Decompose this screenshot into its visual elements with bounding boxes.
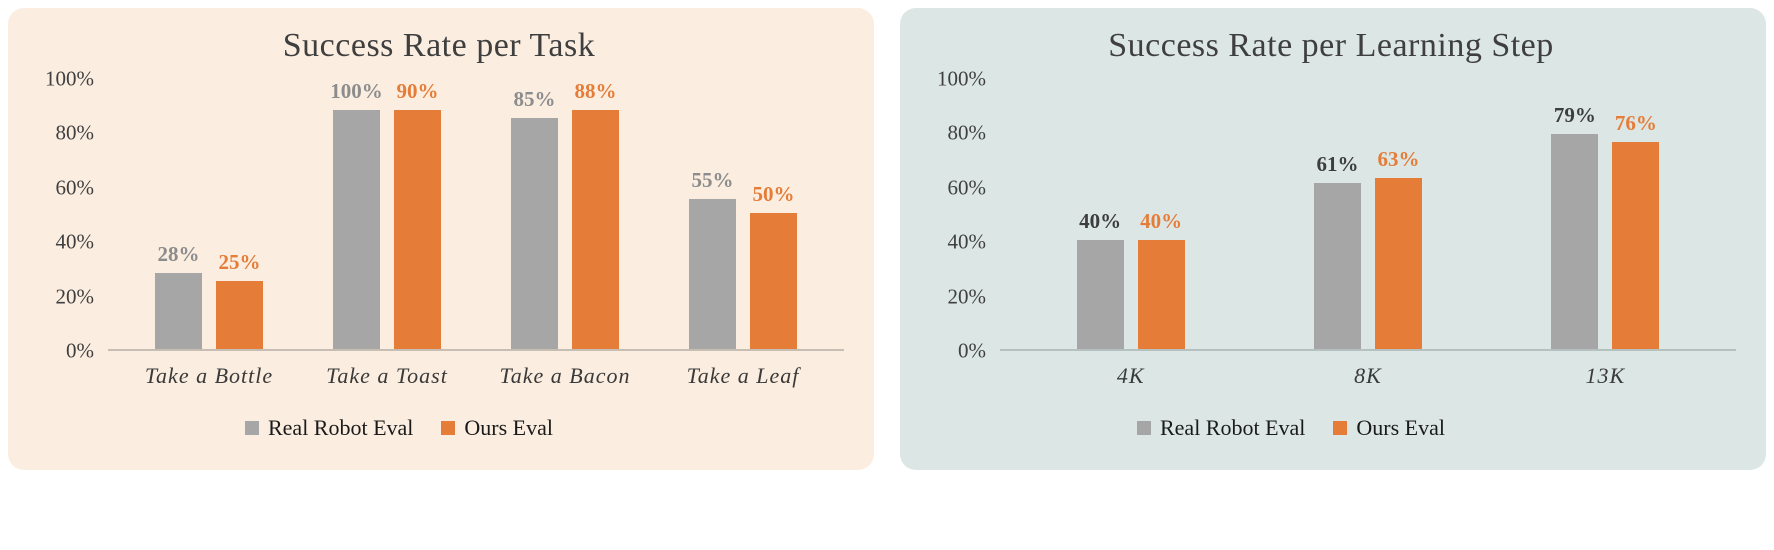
bar-unit: 25% bbox=[216, 79, 263, 350]
legend-item: Real Robot Eval bbox=[1136, 415, 1306, 441]
bar-value-label: 90% bbox=[396, 79, 439, 104]
y-tick-label: 60% bbox=[947, 175, 987, 200]
bar-unit: 76% bbox=[1612, 79, 1660, 350]
page: Success Rate per Task 0% 20% 40% 60% 80% 100%… bbox=[8, 8, 1766, 470]
y-tick-label: 40% bbox=[55, 229, 95, 254]
bar-value-label: 28% bbox=[157, 242, 200, 267]
y-axis: 0% 20% 40% 60% 80% 100% bbox=[926, 67, 1000, 363]
bar bbox=[1137, 240, 1185, 350]
bar-unit: 85% bbox=[511, 79, 558, 350]
bar-value-label: 55% bbox=[691, 168, 734, 193]
category-label: Take a Leaf bbox=[686, 363, 800, 389]
category-label: 13K bbox=[1585, 363, 1626, 389]
bar-unit: 63% bbox=[1374, 79, 1422, 350]
bar-value-label: 25% bbox=[218, 250, 261, 275]
bar-value-label: 88% bbox=[574, 79, 617, 104]
chart-body: 0% 20% 40% 60% 80% 100% 28% 25% 100% 90% 85% 88% 55… bbox=[34, 67, 844, 363]
legend-swatch bbox=[1333, 421, 1348, 436]
legend-swatch bbox=[441, 421, 456, 436]
chart-title: Success Rate per Learning Step bbox=[1108, 27, 1554, 64]
bar bbox=[394, 110, 441, 350]
category-label: Take a Toast bbox=[326, 363, 448, 389]
chart-body: 0% 20% 40% 60% 80% 100% 40% 40% 61% 63% 79% 76% bbox=[926, 67, 1736, 363]
y-tick-label: 60% bbox=[55, 175, 95, 200]
bar-unit: 100% bbox=[330, 79, 383, 350]
legend-item: Ours Eval bbox=[441, 415, 553, 441]
category-axis: Take a Bottle Take a Toast Take a Bacon Tak… bbox=[108, 363, 844, 389]
bar bbox=[1313, 183, 1361, 350]
bar-unit: 88% bbox=[572, 79, 619, 350]
plot-area: 40% 40% 61% 63% 79% 76% bbox=[1000, 79, 1736, 352]
legend-swatch bbox=[1136, 421, 1151, 436]
bar-value-label: 61% bbox=[1316, 152, 1359, 177]
bar-group: 100% 90% bbox=[298, 79, 476, 350]
y-tick-label: 80% bbox=[947, 120, 987, 145]
bar-group: 79% 76% bbox=[1487, 79, 1724, 350]
chart-panel-success-rate-per-learning-step: Success Rate per Learning Step 0% 20% 40% 6… bbox=[900, 8, 1766, 470]
legend: Real Robot Eval Ours Eval bbox=[0, 415, 804, 441]
legend-label: Real Robot Eval bbox=[267, 415, 414, 441]
bar-unit: 28% bbox=[155, 79, 202, 350]
bar-value-label: 50% bbox=[752, 182, 795, 207]
legend: Real Robot Eval Ours Eval bbox=[886, 415, 1696, 441]
bar-group: 55% 50% bbox=[654, 79, 832, 350]
bar-group: 85% 88% bbox=[476, 79, 654, 350]
bar bbox=[155, 273, 202, 350]
bar-group: 61% 63% bbox=[1249, 79, 1486, 350]
y-tick-label: 100% bbox=[937, 66, 986, 91]
bar-unit: 90% bbox=[394, 79, 441, 350]
y-axis: 0% 20% 40% 60% 80% 100% bbox=[34, 67, 108, 363]
bar-value-label: 40% bbox=[1079, 209, 1122, 234]
chart-panel-success-rate-per-task: Success Rate per Task 0% 20% 40% 60% 80% 100%… bbox=[8, 8, 874, 470]
bar-value-label: 40% bbox=[1140, 209, 1183, 234]
legend-item: Ours Eval bbox=[1333, 415, 1445, 441]
bar bbox=[1551, 134, 1599, 350]
y-tick-label: 80% bbox=[55, 120, 95, 145]
legend-label: Real Robot Eval bbox=[1159, 415, 1306, 441]
bar bbox=[1076, 240, 1124, 350]
bar-unit: 40% bbox=[1076, 79, 1124, 350]
legend-item: Real Robot Eval bbox=[244, 415, 414, 441]
bar bbox=[689, 199, 736, 350]
y-tick-label: 0% bbox=[66, 338, 94, 363]
bar bbox=[216, 281, 263, 350]
category-axis: 4K 8K 13K bbox=[1000, 363, 1736, 389]
legend-swatch bbox=[244, 421, 259, 436]
bar-unit: 50% bbox=[750, 79, 797, 350]
bar-value-label: 63% bbox=[1377, 147, 1420, 172]
bar bbox=[572, 110, 619, 350]
bar-unit: 55% bbox=[689, 79, 736, 350]
bar bbox=[333, 110, 380, 350]
bar bbox=[1374, 178, 1422, 350]
category-label: 4K bbox=[1116, 363, 1145, 389]
bar bbox=[511, 118, 558, 350]
y-tick-label: 40% bbox=[947, 229, 987, 254]
legend-label: Ours Eval bbox=[1356, 415, 1445, 441]
bar-group: 40% 40% bbox=[1012, 79, 1249, 350]
category-label: Take a Bottle bbox=[144, 363, 274, 389]
bar-unit: 61% bbox=[1313, 79, 1361, 350]
bar bbox=[750, 213, 797, 350]
y-tick-label: 100% bbox=[45, 66, 94, 91]
chart-title: Success Rate per Task bbox=[282, 27, 596, 64]
bar-value-label: 79% bbox=[1553, 103, 1596, 128]
bar bbox=[1612, 142, 1660, 350]
legend-label: Ours Eval bbox=[464, 415, 553, 441]
bar-value-label: 76% bbox=[1614, 111, 1657, 136]
plot-area: 28% 25% 100% 90% 85% 88% 55% 50% bbox=[108, 79, 844, 352]
category-label: Take a Bacon bbox=[499, 363, 631, 389]
bar-value-label: 85% bbox=[513, 87, 556, 112]
bar-value-label: 100% bbox=[330, 79, 383, 104]
y-tick-label: 20% bbox=[947, 284, 987, 309]
bar-unit: 79% bbox=[1551, 79, 1599, 350]
y-tick-label: 20% bbox=[55, 284, 95, 309]
y-tick-label: 0% bbox=[958, 338, 986, 363]
category-label: 8K bbox=[1354, 363, 1382, 389]
bar-group: 28% 25% bbox=[120, 79, 298, 350]
bar-unit: 40% bbox=[1137, 79, 1185, 350]
